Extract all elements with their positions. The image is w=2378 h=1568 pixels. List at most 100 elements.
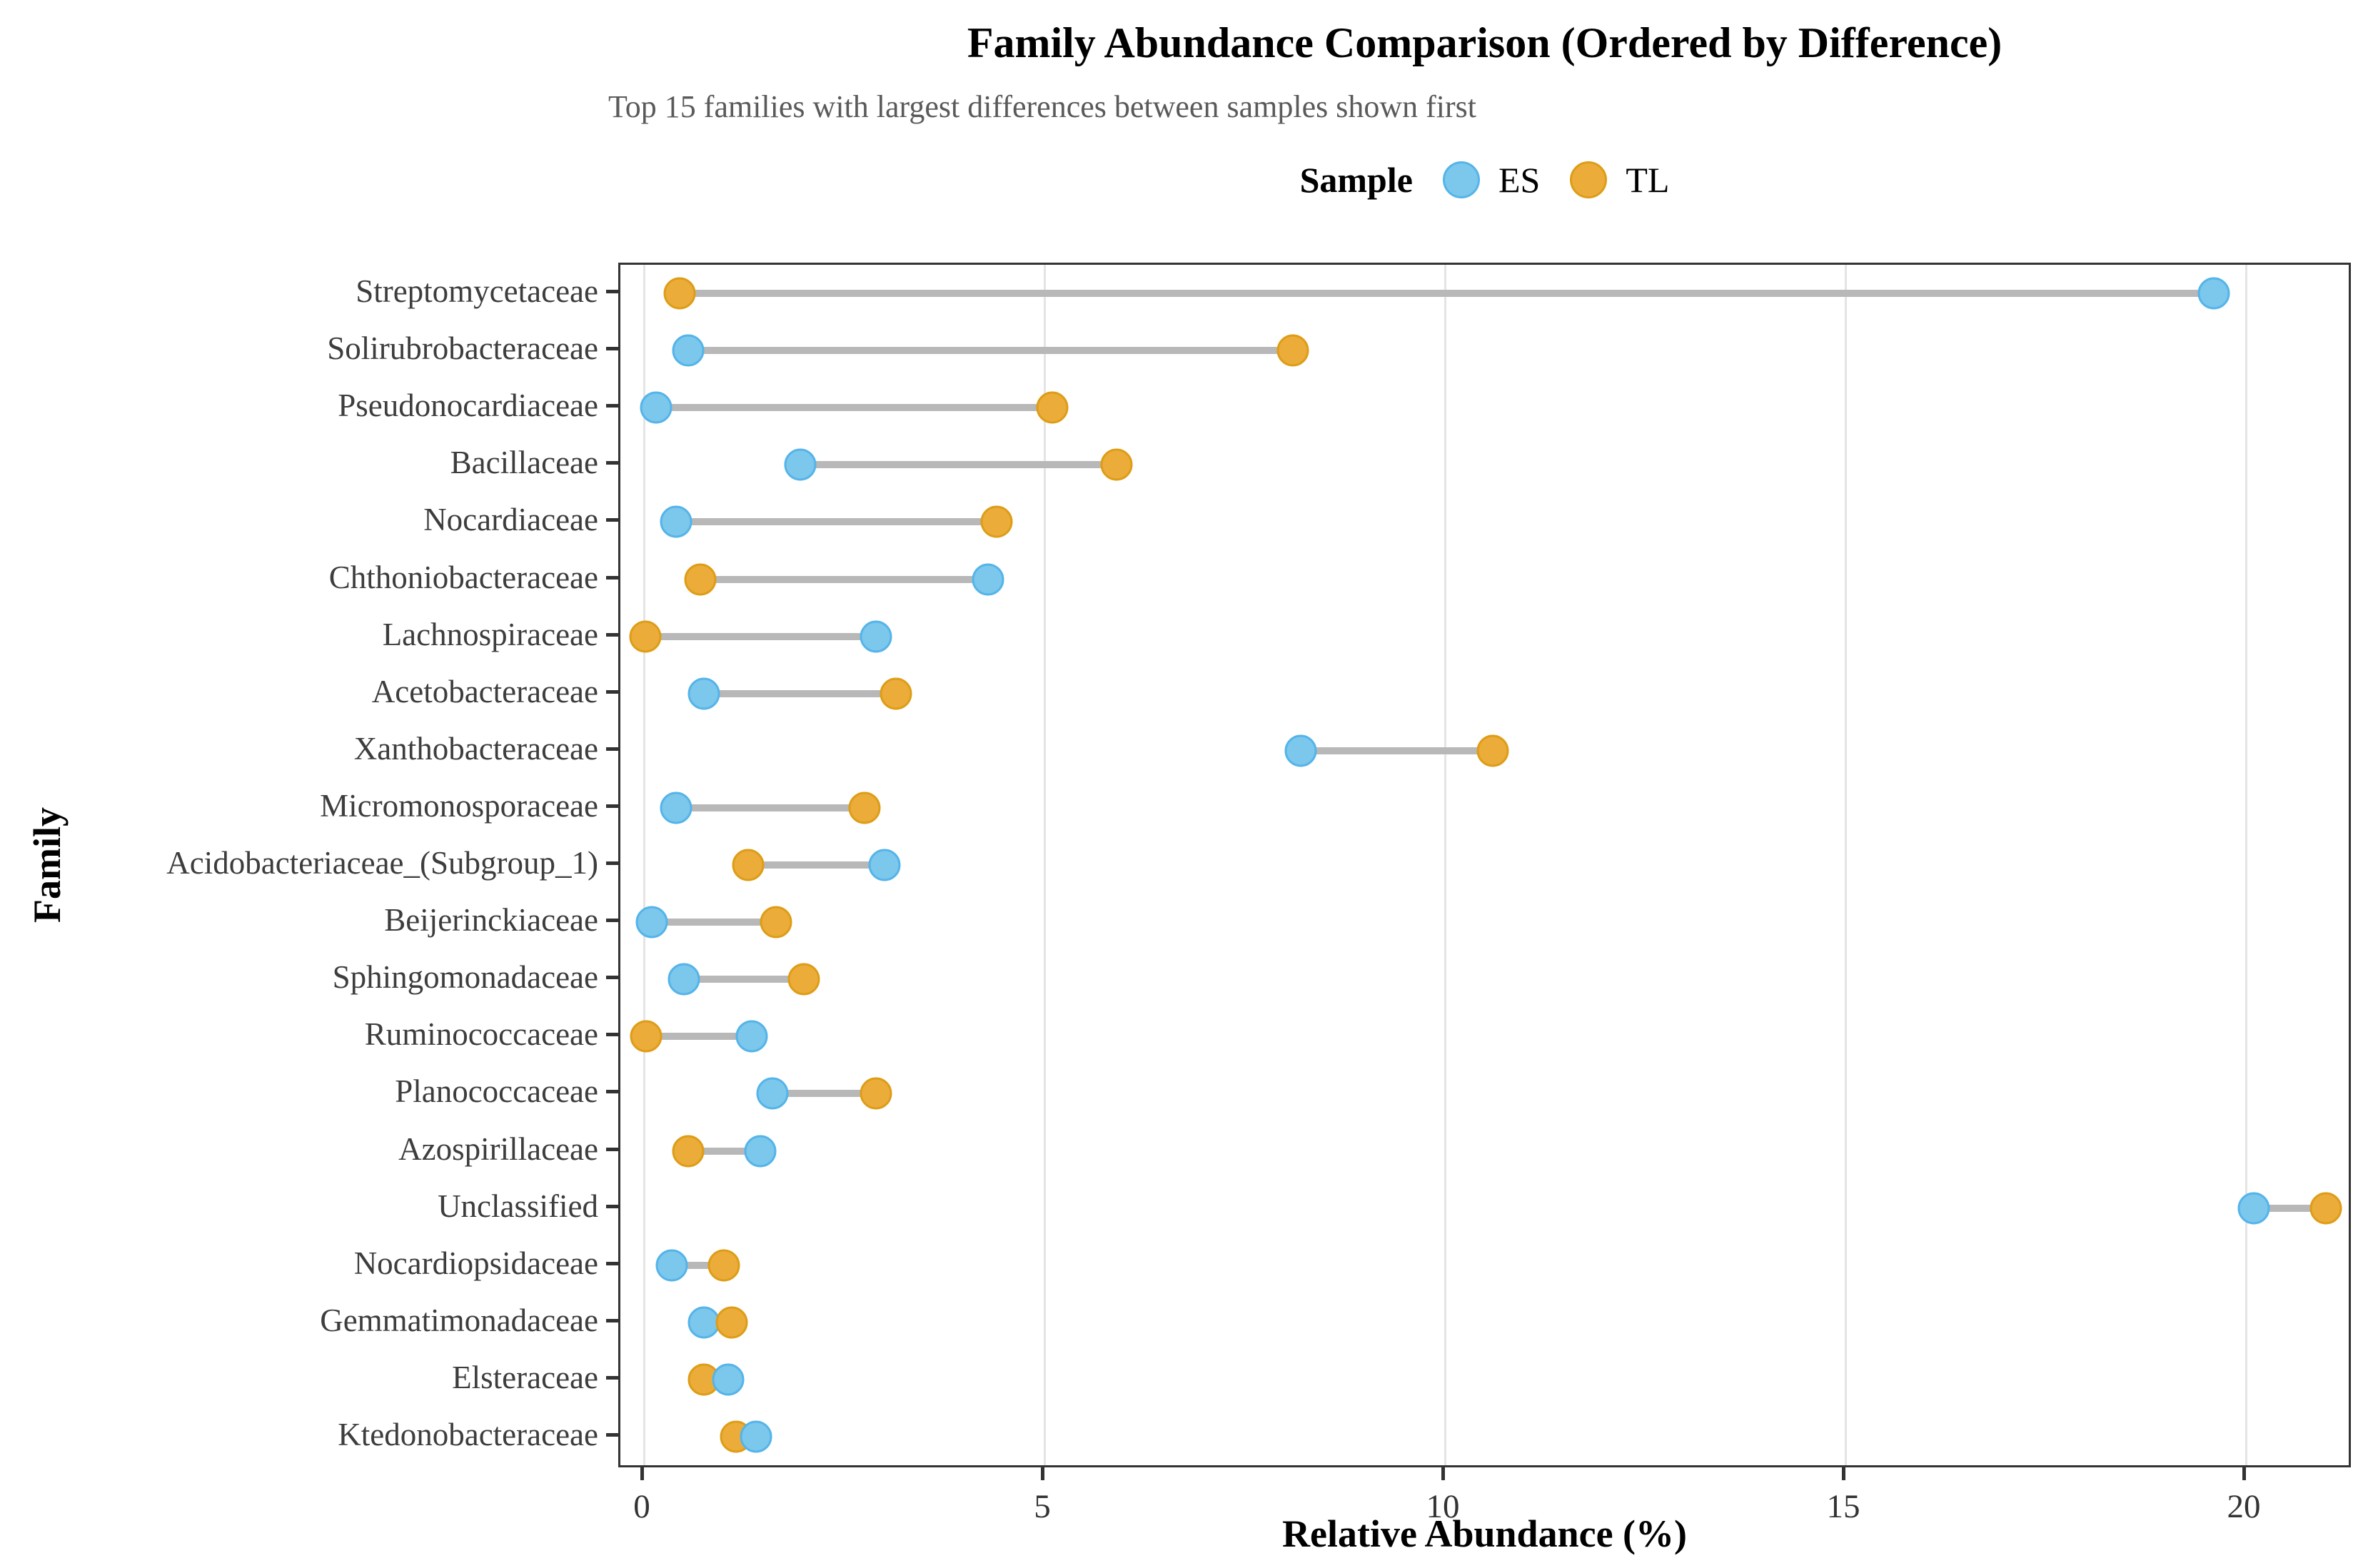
y-axis-label: Nocardiopsidaceae [353,1245,598,1281]
data-point-tl [1036,391,1069,424]
gridline-x-10 [1444,265,1446,1465]
dumbbell-segment [675,518,997,526]
y-tick-mark [606,919,618,923]
gridline-x-0 [643,265,645,1465]
x-tick-mark [1041,1467,1044,1480]
data-point-tl [732,849,765,881]
x-tick-label: 10 [1426,1488,1460,1525]
y-tick-mark [606,861,618,865]
data-point-es [756,1077,789,1110]
legend-tl-label: TL [1626,160,1670,200]
y-tick-mark [606,1090,618,1094]
data-point-tl [2309,1192,2342,1225]
y-tick-mark [606,575,618,580]
data-point-tl [715,1306,748,1339]
plot-panel [618,263,2351,1467]
data-point-tl [980,505,1013,538]
chart-subtitle: Top 15 families with largest differences… [608,89,1476,124]
chart-title: Family Abundance Comparison (Ordered by … [967,19,2002,66]
data-point-es [740,1420,772,1453]
data-point-es [687,1306,720,1339]
x-tick-label: 15 [1826,1488,1860,1525]
x-tick-label: 5 [1034,1488,1051,1525]
y-axis-label: Streptomycetaceae [356,273,598,309]
y-axis-label: Ktedonobacteraceae [338,1417,598,1452]
legend: Sample ES TL [618,151,2351,208]
dumbbell-segment [684,976,805,983]
y-axis-label: Azospirillaceae [398,1131,598,1167]
y-axis-label: Sphingomonadaceae [332,959,598,996]
data-point-tl [687,1363,720,1396]
y-axis-label: Acetobacteraceae [371,673,598,709]
dumbbell-segment [2254,1204,2327,1212]
data-point-es [735,1020,768,1053]
dumbbell-segment [687,1147,760,1155]
y-tick-mark [606,518,618,522]
dumbbell-segment [704,689,897,697]
y-tick-mark [606,404,618,408]
dumbbell-segment [675,804,865,811]
dumbbell-segment [687,347,1293,355]
dumbbell-segment [646,1033,752,1041]
dumbbell-segment [772,1090,877,1098]
x-tick-mark [640,1467,644,1480]
y-axis-label: Ruminococcaceae [364,1016,598,1053]
y-tick-mark [606,689,618,694]
y-tick-mark [606,632,618,637]
data-point-es [660,791,692,824]
data-point-es [635,906,668,939]
x-tick-label: 0 [633,1488,650,1525]
y-axis-label: Gemmatimonadaceae [320,1302,598,1338]
y-axis-label: Planococcaceae [395,1073,598,1110]
data-point-tl [684,563,717,595]
y-axis-label: Unclassified [438,1188,598,1224]
y-tick-mark [606,747,618,751]
dumbbell-segment [800,461,1117,469]
data-point-es [860,620,892,653]
dumbbell-segment [655,404,1053,412]
gridline-x-5 [1044,265,1046,1465]
data-point-tl [760,906,792,939]
y-tick-mark [606,1375,618,1380]
y-tick-mark [606,290,618,293]
y-axis-label: Bacillaceae [450,445,598,481]
gridline-x-15 [1845,265,1847,1465]
x-tick-label: 20 [2227,1488,2261,1525]
y-tick-mark [606,804,618,808]
data-point-tl [787,963,820,996]
data-point-es [972,563,1004,595]
data-point-es [667,963,700,996]
y-axis-label: Elsteraceae [452,1359,598,1395]
y-axis-label: Nocardiaceae [423,502,598,538]
data-point-tl [629,620,662,653]
data-point-tl [1476,734,1509,767]
y-axis-label: Beijerinckiaceae [384,902,598,939]
data-point-es [2237,1192,2270,1225]
y-axis-label: Micromonosporaceae [320,787,598,824]
data-point-tl [860,1077,892,1110]
y-tick-mark [606,1033,618,1037]
data-point-es [1284,734,1317,767]
dumbbell-segment [645,632,877,640]
legend-title: Sample [1299,160,1413,200]
y-axis-label: Lachnospiraceae [382,616,598,652]
data-point-es [2197,277,2230,310]
gridline-x-20 [2245,265,2247,1465]
y-axis-label: Pseudonocardiaceae [338,388,598,424]
data-point-tl [672,1135,705,1167]
y-axis-label: Xanthobacteraceae [353,730,598,767]
data-point-tl [880,677,912,710]
legend-es-label: ES [1498,160,1541,200]
data-point-es [687,677,720,710]
y-axis-label: Solirubrobacteraceae [327,330,598,367]
data-point-es [655,1249,688,1282]
y-tick-mark [606,1147,618,1151]
data-point-tl [707,1249,740,1282]
y-axis-label: Acidobacteriaceae_(Subgroup_1) [166,845,598,881]
dumbbell-segment [652,919,777,926]
tl-dot-icon [1570,161,1608,198]
x-tick-mark [1842,1467,1845,1480]
data-point-es [640,391,672,424]
data-point-tl [630,1020,662,1053]
